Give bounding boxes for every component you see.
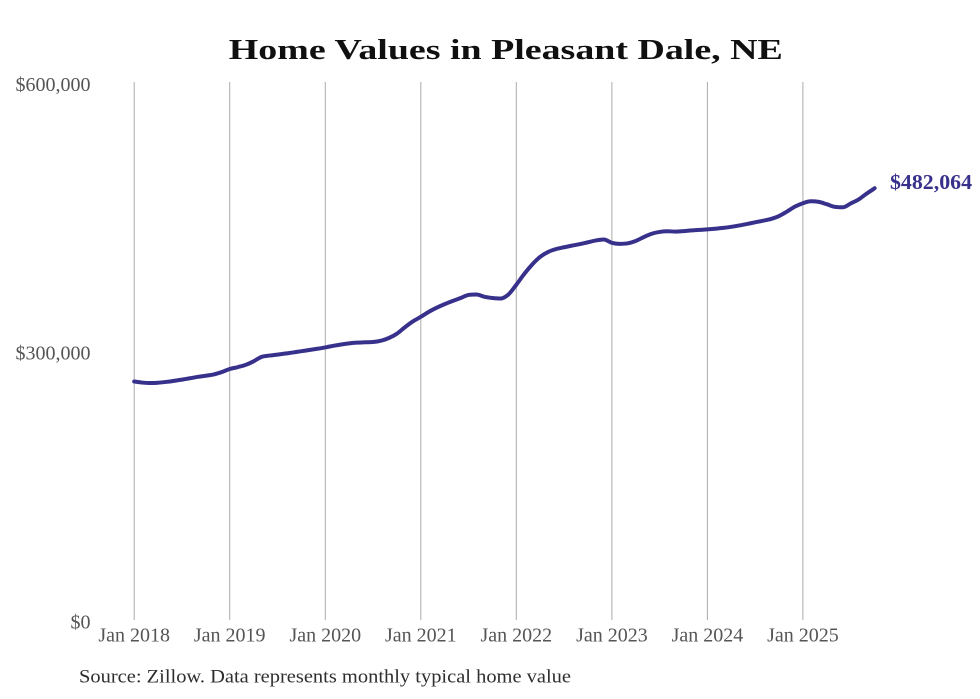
svg-text:$0: $0 xyxy=(71,611,91,633)
svg-text:Jan 2018: Jan 2018 xyxy=(98,625,170,647)
svg-text:$600,000: $600,000 xyxy=(16,74,91,96)
svg-text:$300,000: $300,000 xyxy=(16,342,91,364)
svg-text:Source: Zillow. Data represent: Source: Zillow. Data represents monthly … xyxy=(79,667,571,688)
svg-text:Jan 2025: Jan 2025 xyxy=(767,625,839,647)
svg-text:Jan 2019: Jan 2019 xyxy=(194,625,266,647)
svg-text:Jan 2020: Jan 2020 xyxy=(289,625,361,647)
svg-text:Jan 2024: Jan 2024 xyxy=(672,625,744,647)
svg-text:Jan 2023: Jan 2023 xyxy=(576,625,648,647)
svg-text:$482,064: $482,064 xyxy=(890,170,973,194)
svg-text:Home Values in Pleasant Dale,: Home Values in Pleasant Dale, NE xyxy=(229,35,783,66)
svg-text:Jan 2022: Jan 2022 xyxy=(480,625,552,647)
svg-text:Jan 2021: Jan 2021 xyxy=(385,625,457,647)
